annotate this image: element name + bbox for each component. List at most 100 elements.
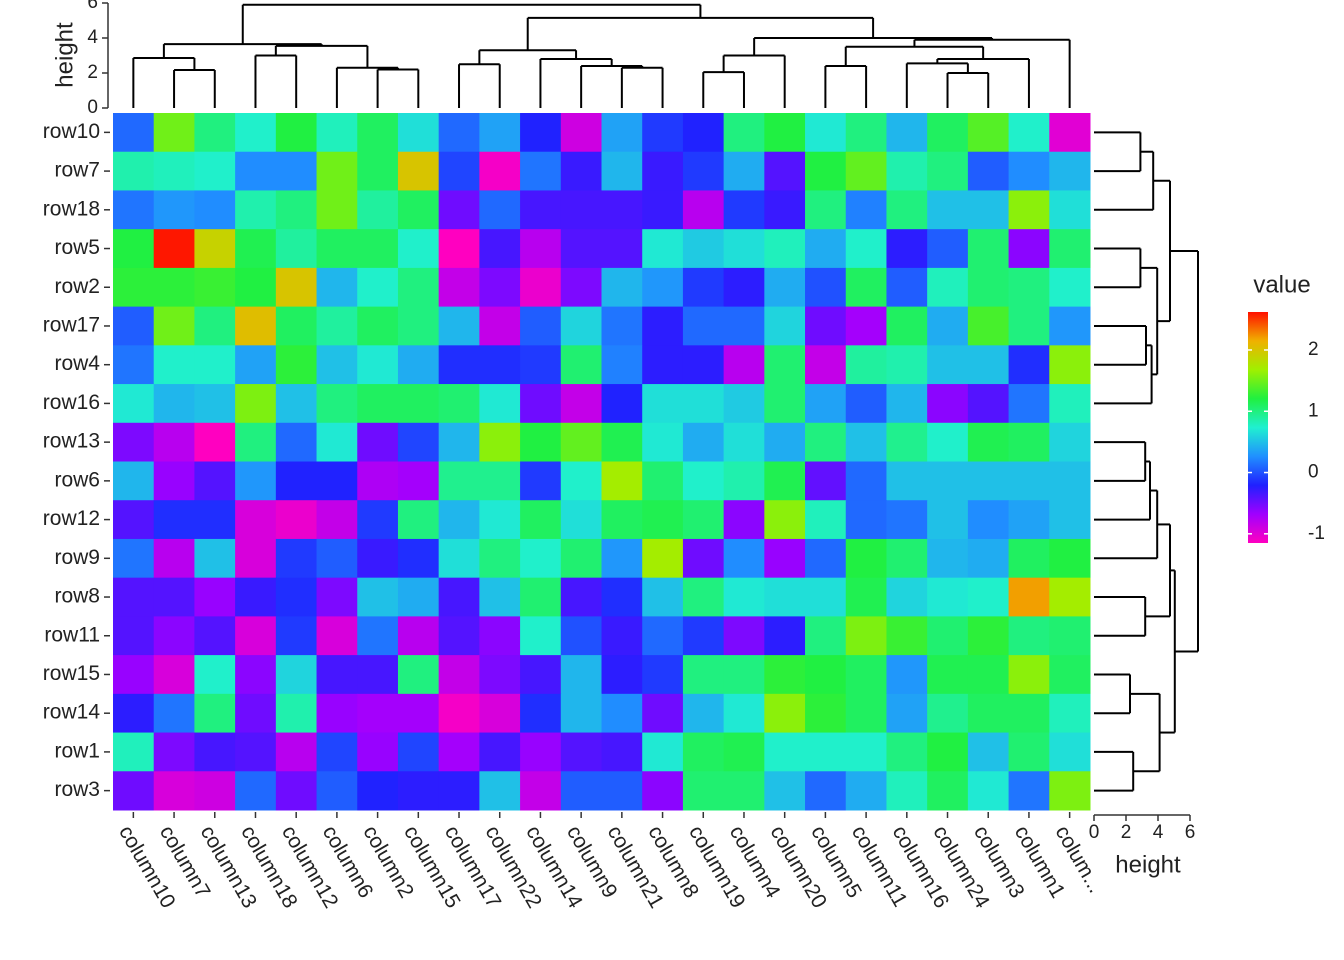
heat-cell [397, 500, 440, 540]
heat-cell [601, 655, 643, 695]
heat-cell [845, 422, 887, 462]
heat-cell [560, 345, 602, 385]
heat-cell [805, 422, 847, 462]
heat-cell [1008, 422, 1050, 462]
heat-cell [153, 151, 195, 191]
heat-cell [153, 577, 195, 617]
heat-cell [845, 229, 887, 269]
heat-cell [845, 732, 887, 772]
heat-cell [113, 345, 155, 385]
row-label: row6 [54, 468, 100, 491]
heat-cell [438, 461, 480, 501]
heat-cell [927, 500, 969, 540]
col-axis-tick-label: 2 [87, 62, 98, 83]
heat-cell [520, 616, 562, 656]
heat-cell [927, 461, 969, 501]
heat-cell [275, 538, 318, 579]
heat-cell [642, 577, 684, 617]
heat-cell [438, 190, 480, 230]
heat-cell [113, 422, 155, 462]
heat-cell [357, 422, 399, 462]
heat-cell [764, 345, 806, 385]
heat-cell [153, 113, 195, 153]
heat-cell [764, 306, 806, 346]
heat-cell [642, 190, 684, 230]
heat-cell [316, 461, 358, 501]
heat-cell [479, 113, 521, 153]
row-label: row2 [54, 275, 100, 298]
heat-cell [397, 384, 440, 424]
heat-cell [153, 500, 195, 540]
heat-cell [316, 616, 358, 656]
heat-cell [479, 384, 521, 424]
heat-cell [520, 500, 562, 540]
heat-cell [153, 384, 195, 424]
heat-cell [316, 771, 358, 811]
heat-cell [520, 655, 562, 695]
heat-cell [601, 384, 643, 424]
heat-cell [113, 732, 155, 772]
row-axis-tick-label: 6 [1185, 822, 1196, 843]
heat-cell [1008, 151, 1050, 191]
heat-cell [845, 616, 887, 656]
heat-cell [967, 345, 1010, 385]
heat-cell [275, 771, 318, 811]
heat-cell [153, 461, 195, 501]
heat-cell [805, 190, 847, 230]
heat-cell [479, 732, 521, 772]
heat-cell [113, 500, 155, 540]
heat-cell [682, 693, 725, 734]
heat-cell [153, 306, 195, 346]
col-axis-tick-label: 4 [87, 27, 98, 48]
heat-cell [235, 693, 277, 734]
heat-cell [1049, 538, 1091, 579]
heat-cell [275, 577, 318, 617]
heat-cell [642, 267, 684, 308]
heat-cell [235, 229, 277, 269]
heat-cell [642, 655, 684, 695]
heat-cell [682, 500, 725, 540]
heat-cell [601, 229, 643, 269]
heat-cell [235, 345, 277, 385]
heat-cell [113, 693, 155, 734]
heat-cell [194, 500, 236, 540]
heat-cell [723, 267, 765, 308]
col-axis-tick-label: 6 [87, 0, 98, 13]
heat-cell [316, 500, 358, 540]
heat-cell [723, 113, 765, 153]
legend-title: value [1253, 271, 1310, 298]
row-label: row8 [54, 585, 100, 608]
heat-cell [438, 151, 480, 191]
heat-cell [682, 151, 725, 191]
row-axis-tick-label: 0 [1089, 822, 1100, 843]
heat-cell [479, 655, 521, 695]
heat-cell [642, 384, 684, 424]
heat-cell [560, 732, 602, 772]
heat-cell [438, 422, 480, 462]
heat-cell [479, 151, 521, 191]
heat-cell [886, 655, 928, 695]
heat-cell [805, 384, 847, 424]
heat-cell [194, 113, 236, 153]
heat-cell [316, 577, 358, 617]
heat-cell [397, 732, 440, 772]
heat-cell [397, 422, 440, 462]
heat-cell [194, 422, 236, 462]
heat-cell [479, 229, 521, 269]
heat-cell [560, 267, 602, 308]
heat-cell [601, 306, 643, 346]
heat-cell [397, 461, 440, 501]
heat-cell [886, 461, 928, 501]
heat-cell [438, 732, 480, 772]
heat-cell [1049, 577, 1091, 617]
heat-cell [153, 616, 195, 656]
heat-cell [1049, 616, 1091, 656]
heat-cell [520, 345, 562, 385]
heat-cell [357, 151, 399, 191]
heat-cell [316, 267, 358, 308]
heat-cell [601, 345, 643, 385]
heat-cell [520, 693, 562, 734]
heat-cell [601, 771, 643, 811]
heat-cell [560, 616, 602, 656]
